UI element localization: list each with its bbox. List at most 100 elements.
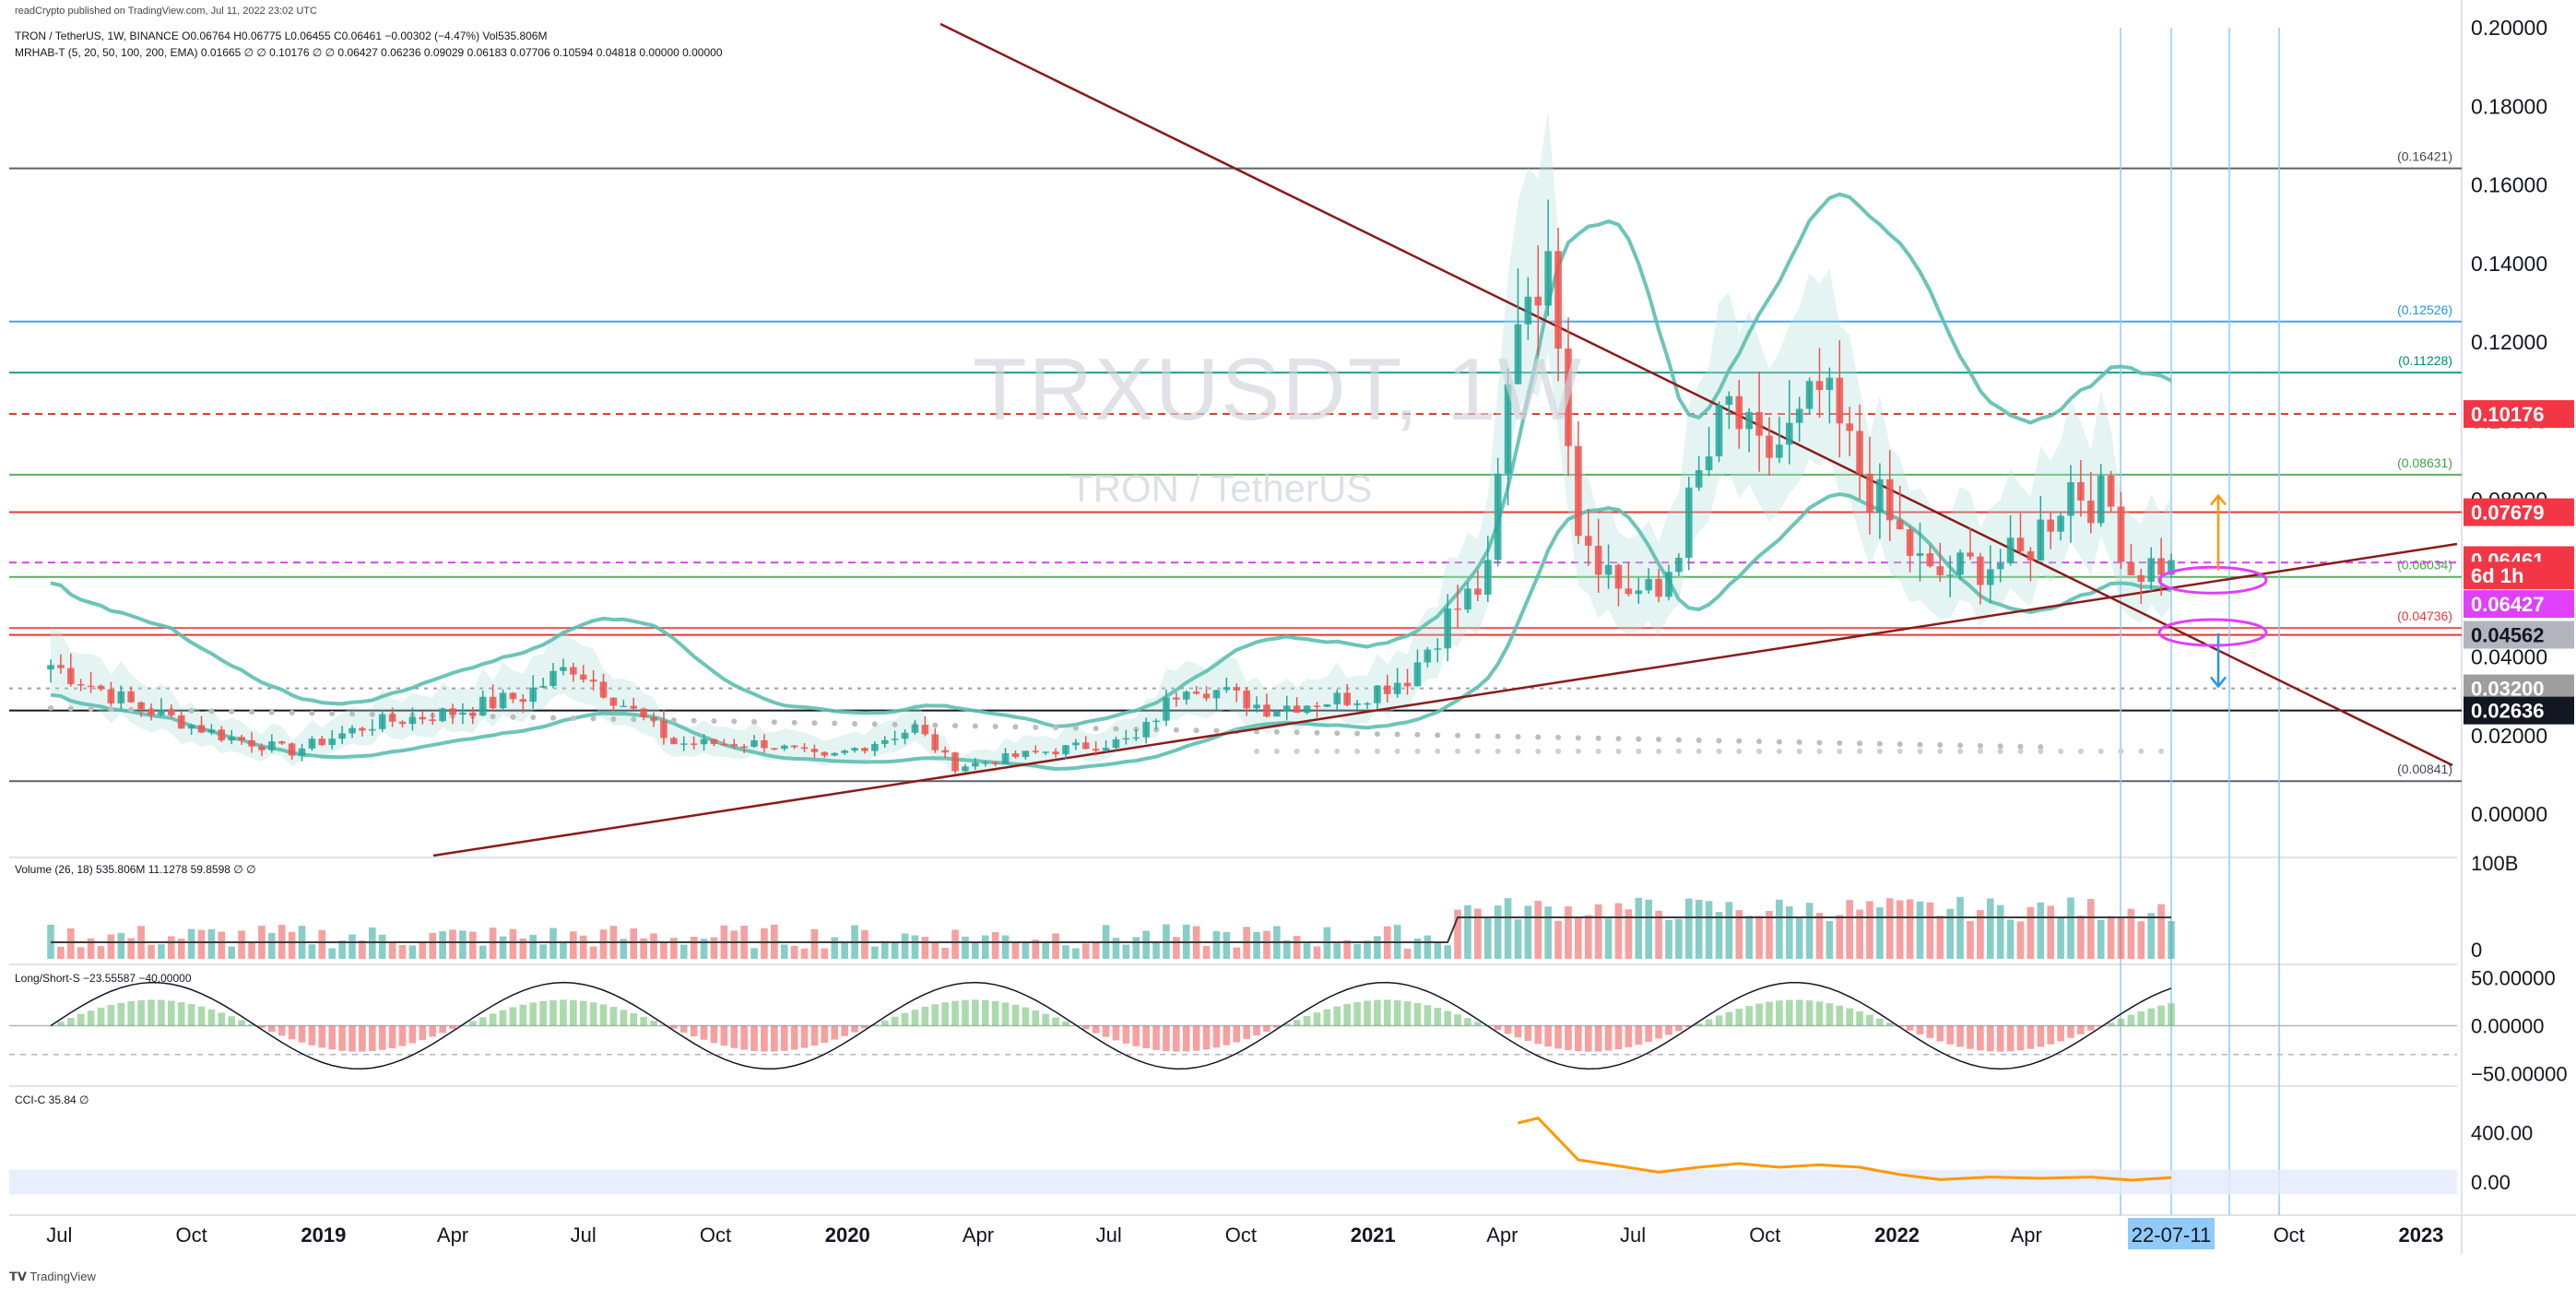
volume-legend[interactable]: Volume (26, 18) 535.806M 11.1278 59.8598…	[15, 863, 256, 876]
candle-body	[1645, 579, 1652, 590]
longshort-bar	[610, 1007, 618, 1025]
candle-body	[1343, 692, 1351, 704]
x-tick-label: Apr	[437, 1223, 468, 1247]
volume-bars	[47, 897, 2175, 959]
ema-dot	[1877, 741, 1883, 747]
volume-bar	[1967, 921, 1974, 959]
volume-bar	[2137, 921, 2145, 959]
candle-body	[338, 733, 346, 739]
longshort-bar	[188, 1004, 195, 1025]
candle-body	[2157, 558, 2165, 574]
volume-bar	[791, 946, 798, 959]
longshort-legend[interactable]: Long/Short-S −23.55587 −40.00000	[15, 972, 192, 985]
candle-body	[318, 739, 325, 745]
candle-body	[1866, 474, 1873, 513]
y-tick-label: 0.02000	[2471, 724, 2547, 748]
volume-bar	[2147, 913, 2155, 959]
candle-body	[1062, 745, 1069, 754]
price-badge-label: 0.10176	[2471, 403, 2545, 426]
candle-body	[1726, 396, 1733, 405]
longshort-bar	[580, 1001, 587, 1026]
volume-bar	[871, 947, 879, 959]
longshort-bar	[791, 1026, 798, 1050]
candle-body	[761, 740, 768, 748]
volume-bar	[228, 947, 235, 959]
candle-body	[469, 713, 477, 715]
volume-bar	[670, 938, 678, 959]
candle-body	[2128, 561, 2135, 574]
ohlc-legend[interactable]: TRON / TetherUS, 1W, BINANCE O0.06764 H0…	[15, 30, 547, 42]
candle-body	[1635, 590, 1642, 594]
candle-body	[1745, 412, 1753, 429]
ema-dot	[671, 717, 677, 723]
candle-body	[198, 725, 206, 732]
candle-body	[701, 739, 708, 745]
candle-body	[539, 686, 547, 688]
longshort-bar	[730, 1026, 738, 1048]
candle-body	[1424, 650, 1432, 663]
candle-body	[439, 708, 446, 721]
longshort-bar	[529, 1002, 537, 1025]
ema-dot	[2078, 749, 2084, 754]
longshort-bar	[500, 1010, 507, 1026]
ema-dot	[1937, 742, 1943, 748]
candle-body	[1213, 690, 1221, 698]
ema-dot	[1676, 749, 1682, 754]
candle-body	[1625, 588, 1633, 594]
ema-dot	[2058, 749, 2063, 754]
tradingview-brand[interactable]: 𝗧𝗩 TradingView	[9, 1270, 96, 1284]
longshort-bar	[1745, 1006, 1753, 1025]
symbol-watermark: TRXUSDT, 1W	[973, 339, 1583, 441]
volume-bar	[67, 928, 75, 959]
longshort-bar	[1062, 1022, 1069, 1026]
volume-bar	[1927, 903, 1934, 959]
longshort-bar	[1876, 1019, 1884, 1026]
longshort-bar	[490, 1013, 497, 1025]
candle-body	[1142, 722, 1150, 738]
volume-bar	[1534, 901, 1542, 959]
longshort-bar	[359, 1026, 366, 1052]
candle-body	[801, 747, 809, 749]
volume-bar	[248, 942, 255, 959]
ema-dot	[993, 724, 998, 729]
candle-body	[168, 710, 175, 715]
candle-body	[208, 729, 216, 732]
volume-bar	[389, 941, 396, 959]
longshort-bar	[1565, 1026, 1572, 1051]
candle-body	[1233, 687, 1240, 691]
candle-body	[1987, 569, 1994, 585]
x-tick-label: 22-07-11	[2132, 1223, 2211, 1247]
volume-bar	[1716, 912, 1723, 959]
ema-dot	[591, 715, 597, 721]
volume-bar	[1876, 907, 1884, 959]
volume-bar	[902, 933, 909, 959]
ema-dot	[1656, 749, 1661, 754]
volume-bar	[469, 932, 477, 959]
candle-body	[1434, 648, 1441, 650]
candle-body	[1706, 456, 1713, 470]
description-watermark: TRON / TetherUS	[1069, 467, 1372, 511]
cci-legend[interactable]: CCI-C 35.84 ∅	[15, 1093, 89, 1106]
volume-bar	[560, 941, 567, 959]
volume-bar	[1333, 943, 1341, 959]
ema-dot	[1596, 736, 1601, 741]
longshort-bar	[1826, 1003, 1834, 1025]
ema-dot	[1475, 749, 1481, 754]
volume-bar	[1012, 943, 1020, 959]
ema-dot	[1435, 749, 1440, 754]
indicator-legend[interactable]: MRHAB-T (5, 20, 50, 100, 200, EMA) 0.016…	[15, 46, 723, 59]
candle-body	[1956, 552, 1964, 574]
ema-dot	[1314, 730, 1319, 736]
candle-body	[1223, 687, 1231, 690]
ema-dot	[2017, 749, 2023, 754]
candle-body	[1283, 705, 1291, 711]
y-tick-label: 0.00	[2471, 1171, 2511, 1194]
ema-dot	[1576, 749, 1581, 754]
longshort-bar	[811, 1026, 819, 1046]
ema-dot	[1274, 729, 1280, 735]
candle-body	[871, 744, 879, 751]
candle-body	[1294, 705, 1301, 713]
longshort-bar	[88, 1010, 95, 1025]
